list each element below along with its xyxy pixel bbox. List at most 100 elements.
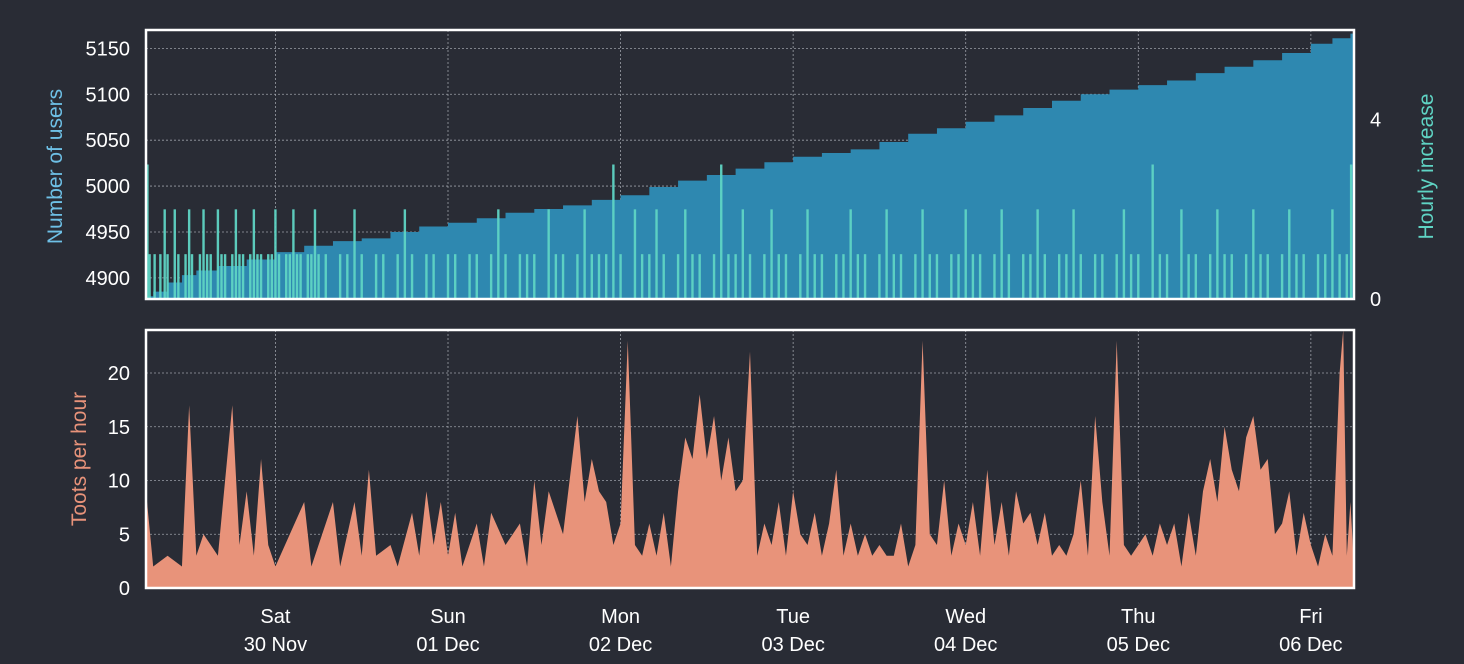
hourly-increase-bar [1129,254,1133,299]
hourly-increase-bar [231,254,234,299]
hourly-increase-bar [1295,254,1298,299]
hourly-increase-bar [1194,254,1198,299]
hourly-increase-bar [295,254,299,299]
hourly-increase-bar [813,254,816,299]
hourly-increase-bar [1259,254,1262,299]
hourly-increase-bar [1266,254,1269,299]
hourly-increase-bar [1230,254,1233,299]
hourly-increase-bar [163,209,166,299]
hourly-increase-bar [978,254,982,299]
hourly-increase-bar [957,254,960,299]
hourly-increase-bar [270,254,274,299]
hourly-increase-bar [360,254,363,299]
hourly-increase-bar [928,254,931,299]
hourly-increase-bar [504,254,507,299]
hourly-increase-bar [205,254,209,299]
hourly-increase-bar [446,254,450,299]
toots-y-axis-label: Toots per hour [68,392,91,526]
hourly-increase-bar [324,254,327,299]
hourly-increase-bar [475,254,478,299]
hourly-increase-bar [198,254,202,299]
hourly-increase-bar [698,254,701,299]
hourly-increase-bar [1223,254,1226,299]
hourly-increase-bar [1280,254,1284,299]
hourly-increase-bar [1345,254,1349,299]
hourly-increase-bar [267,254,270,299]
hourly-increase-bar [842,254,845,299]
toots-y-tick-label: 0 [119,578,130,600]
hourly-increase-y-axis-label: Hourly increase [1415,94,1438,240]
hourly-increase-bar [256,254,259,299]
hourly-increase-bar [921,209,924,299]
hourly-increase-bar [770,209,773,299]
hourly-increase-bar [533,254,536,299]
hourly-increase-bar [648,254,651,299]
toots-panel-frame [144,328,1356,590]
users-y-tick-label: 5050 [86,130,131,152]
hourly-increase-bar [1137,254,1140,299]
hourly-increase-bar [583,209,586,299]
users-panel-frame [144,28,1356,301]
hourly-increase-bar [885,209,888,299]
hourly-increase-bar [835,254,838,299]
x-tick-date-label: 04 Dec [934,634,997,656]
hourly-increase-bar [425,254,428,299]
hourly-increase-y-tick-label: 0 [1370,289,1381,311]
x-axis-ticks: Sat 30 Nov Sun 01 Dec Mon 02 Dec Tue 03 Dec Wed 0… [244,606,1343,656]
hourly-increase-bar [306,254,309,299]
hourly-increase-bar [216,209,220,299]
hourly-increase-bar [1349,164,1353,299]
hourly-increase-bar [288,254,292,299]
hourly-increase-bar [1208,254,1212,299]
toots-y-ticks: 0 5 10 15 20 [108,363,130,600]
hourly-increase-bar [497,209,500,299]
hourly-increase-bar [777,254,780,299]
hourly-increase-bar [547,209,550,299]
hourly-increase-bar [153,254,156,299]
hourly-increase-bar [374,254,378,299]
hourly-increase-bar [892,254,896,299]
hourly-increase-bar [1043,254,1047,299]
hourly-increase-bar [748,254,752,299]
hourly-increase-bar [1316,254,1320,299]
hourly-increase-bar [712,254,716,299]
hourly-increase-bar [173,209,176,299]
hourly-increase-bar [561,254,565,299]
hourly-increase-bar [612,164,615,299]
hourly-increase-bar [1022,254,1025,299]
hourly-increase-bar [525,254,529,299]
hourly-increase-y-ticks: 04 [1370,110,1381,311]
x-tick-date-label: 02 Dec [589,634,652,656]
hourly-increase-bar [338,254,342,299]
hourly-increase-bar [241,254,245,299]
hourly-increase-bar [252,209,256,299]
hourly-increase-bar [720,164,723,299]
hourly-increase-bar [177,254,180,299]
hourly-increase-bar [223,254,227,299]
hourly-increase-bar [878,254,881,299]
x-tick-date-label: 06 Dec [1279,634,1342,656]
hourly-increase-bar [1057,254,1061,299]
hourly-increase-bar [1324,254,1327,299]
hourly-increase-bar [655,209,658,299]
hourly-increase-bar [1151,164,1154,299]
x-tick-date-label: 01 Dec [416,634,479,656]
hourly-increase-bar [784,254,788,299]
hourly-increase-bar [209,254,212,299]
x-tick-day-label: Sun [430,606,466,628]
hourly-increase-bar [597,254,601,299]
users-y-tick-label: 5100 [86,84,131,106]
users-y-tick-label: 5150 [86,38,131,60]
users-area-series [146,31,1354,299]
hourly-increase-bar [1093,254,1097,299]
hourly-increase-bar [285,254,288,299]
hourly-increase-bar [396,254,399,299]
x-tick-day-label: Sat [260,606,290,628]
hourly-increase-bar [899,254,903,299]
hourly-increase-bar [146,164,149,299]
hourly-increase-bar [619,254,622,299]
hourly-increase-bar [346,254,349,299]
x-tick-day-label: Thu [1121,606,1155,628]
